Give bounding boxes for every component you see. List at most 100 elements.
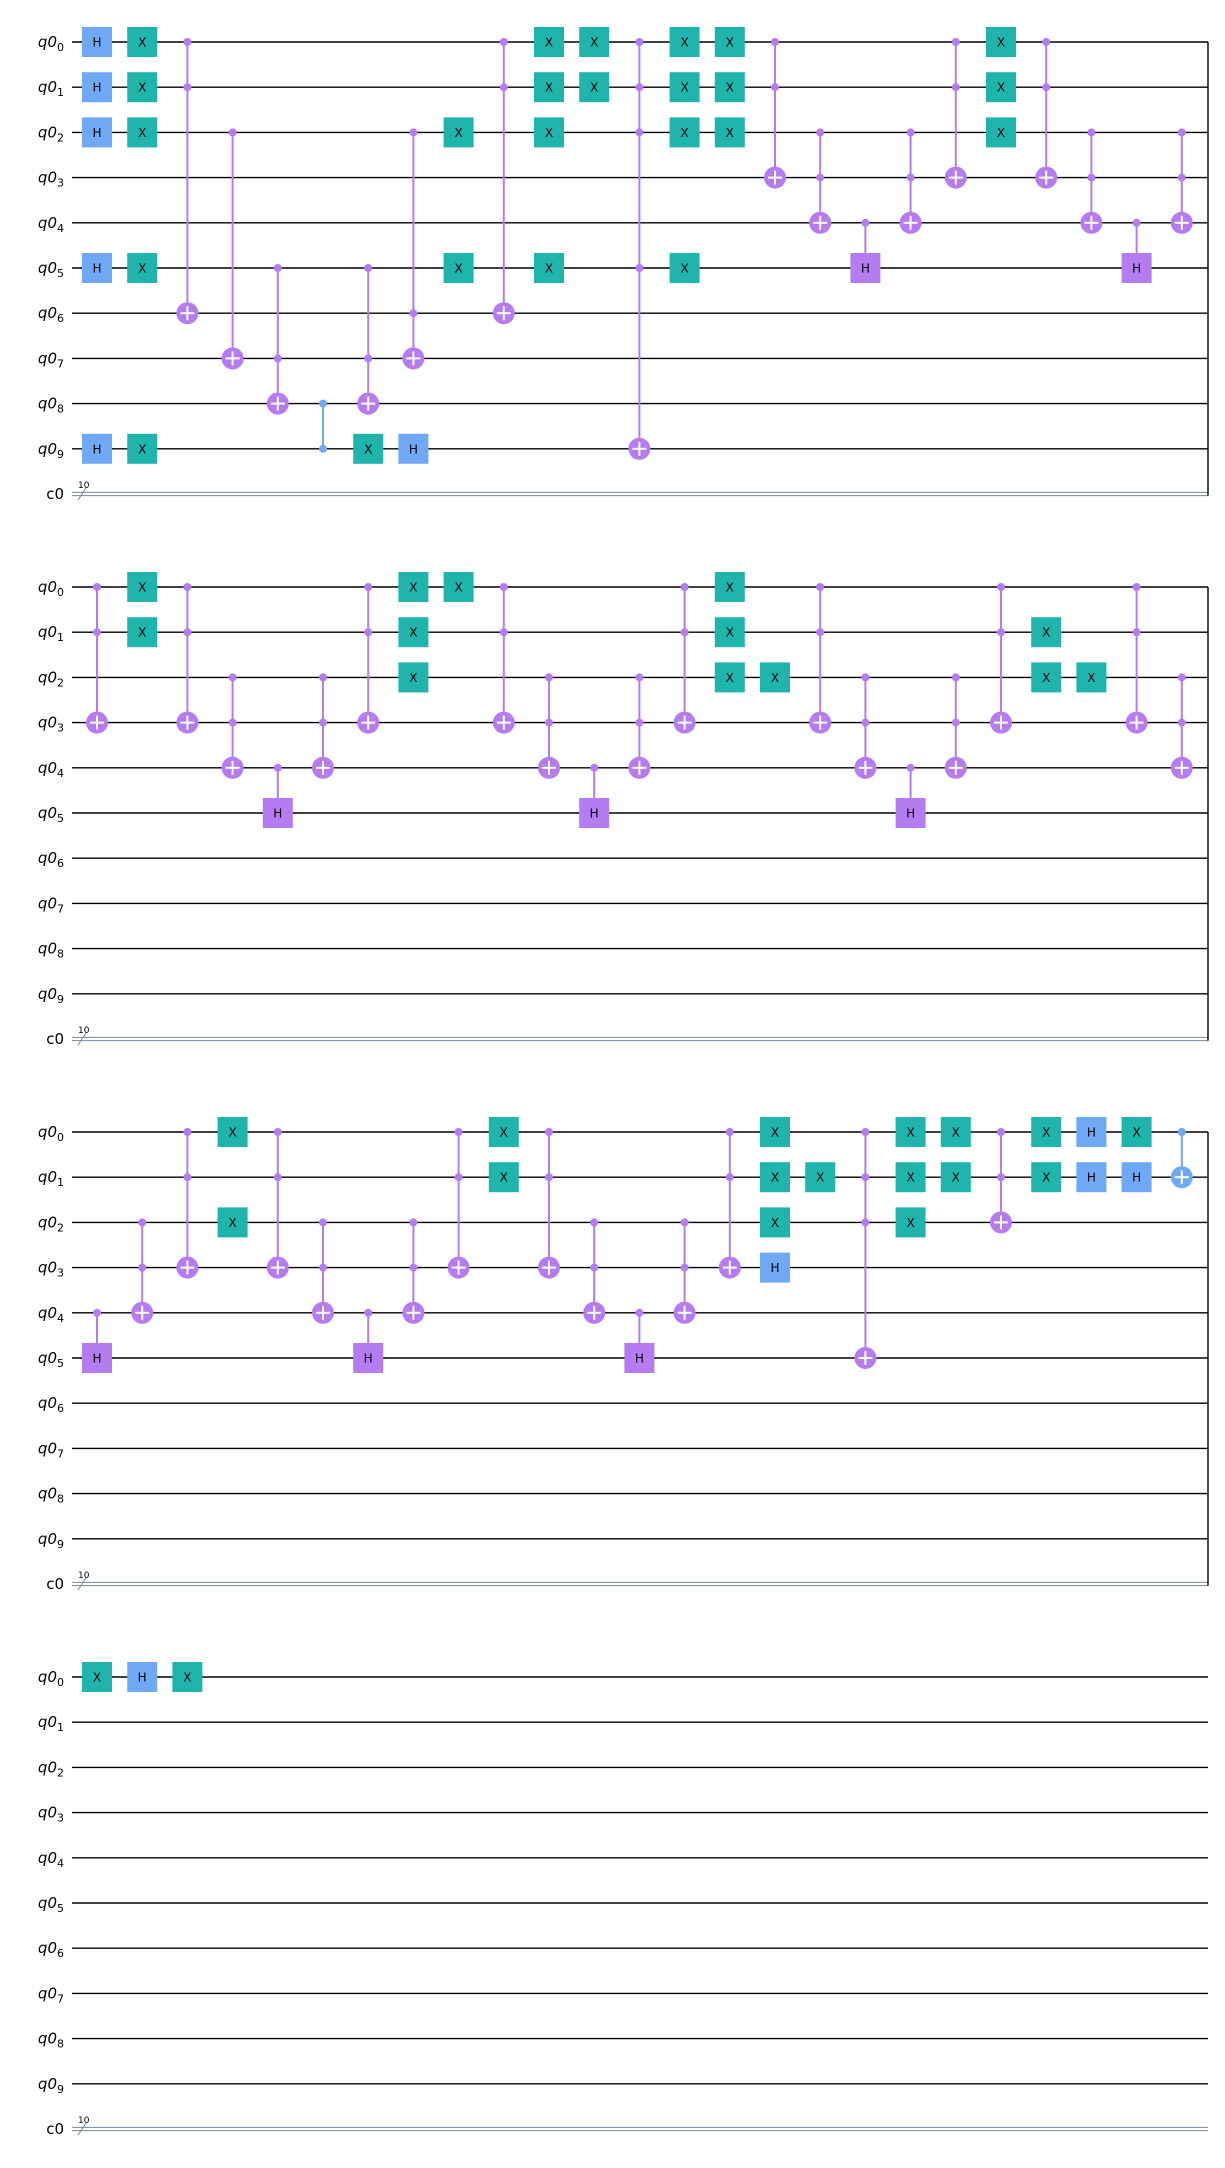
control-dot (1087, 128, 1096, 137)
qubit-label: q01 (38, 1713, 64, 1734)
control-dot (771, 83, 779, 92)
x-gate (1031, 662, 1062, 693)
x-gate (714, 72, 745, 103)
gate-label: X (364, 442, 372, 456)
gate-label: X (771, 1126, 779, 1140)
qubit-label: q00 (38, 578, 64, 599)
gate-label: X (997, 126, 1005, 140)
control-dot (93, 583, 101, 591)
gate-label: X (545, 36, 553, 50)
controlled-h-gate (895, 798, 926, 828)
gate-label: X (138, 36, 146, 50)
control-dot (499, 628, 508, 637)
control-dot (861, 218, 870, 227)
gate-label: X (545, 262, 553, 276)
control-dot (816, 628, 825, 637)
control-dot (138, 1263, 147, 1272)
x-gate (895, 1162, 926, 1193)
control-dot (590, 1263, 599, 1272)
classical-register-size: 10 (78, 2116, 90, 2126)
classical-register-label: c0 (46, 1575, 64, 1593)
gate-label: H (1132, 262, 1141, 276)
controlled-h-gate (624, 1343, 655, 1373)
gate-label: H (273, 807, 282, 821)
x-gate (127, 433, 158, 464)
x-gate (895, 1117, 926, 1147)
control-dot (635, 264, 644, 272)
x-gate (443, 572, 474, 602)
h-gate (760, 1252, 790, 1283)
qubit-label: q03 (38, 1804, 64, 1825)
gate-label: X (680, 36, 688, 50)
cz-dot (319, 399, 327, 408)
x-gate (714, 117, 745, 148)
cz-dot (319, 444, 327, 453)
x-gate (1121, 1117, 1152, 1147)
h-gate (398, 433, 429, 464)
control-dot (138, 1218, 147, 1227)
control-dot (680, 628, 689, 637)
control-dot (1177, 128, 1186, 137)
qubit-label: q05 (38, 1894, 64, 1915)
gate-label: H (364, 1352, 373, 1366)
x-gate (714, 617, 745, 648)
classical-register-label: c0 (46, 1030, 64, 1048)
gate-label: X (138, 81, 146, 95)
qubit-label: q06 (38, 1939, 64, 1960)
gate-label: X (1042, 671, 1050, 685)
controlled-h-gate (1121, 253, 1152, 283)
x-gate (669, 117, 700, 148)
gate-label: X (1087, 671, 1095, 685)
gate-label: X (771, 1171, 779, 1185)
qubit-label: q08 (38, 940, 64, 961)
x-gate (398, 572, 429, 602)
control-dot (228, 673, 237, 682)
qubit-label: q01 (38, 78, 64, 99)
controlled-h-gate (850, 253, 881, 283)
gate-label: X (1042, 1126, 1050, 1140)
qubit-label: q00 (38, 1668, 64, 1689)
x-gate (986, 27, 1016, 57)
qubit-label: q09 (38, 2075, 64, 2096)
control-dot (635, 1308, 644, 1317)
control-dot (680, 1263, 689, 1272)
gate-label: X (500, 1126, 508, 1140)
gate-label: H (92, 36, 101, 50)
qubit-label: q07 (38, 1984, 64, 2005)
qubit-label: q01 (38, 1168, 64, 1189)
control-dot (364, 264, 373, 272)
qubit-label: q04 (38, 759, 64, 780)
control-dot (409, 309, 418, 318)
qubit-label: q07 (38, 894, 64, 915)
control-dot (861, 1218, 870, 1227)
gate-label: X (952, 1171, 960, 1185)
x-gate (172, 1662, 203, 1692)
gate-label: X (726, 671, 734, 685)
control-dot (364, 354, 373, 363)
control-dot (273, 1128, 282, 1136)
gate-label: X (409, 581, 417, 595)
gate-label: X (545, 126, 553, 140)
gate-label: X (138, 626, 146, 640)
gate-label: X (726, 126, 734, 140)
x-gate (940, 1162, 971, 1193)
gate-label: X (93, 1671, 101, 1685)
x-gate (127, 27, 158, 57)
x-gate (443, 117, 474, 148)
control-dot (228, 718, 237, 727)
gate-label: X (952, 1126, 960, 1140)
qubit-label: q03 (38, 169, 64, 190)
h-gate (82, 253, 112, 283)
classical-register-size: 10 (78, 1026, 90, 1036)
qubit-label: q05 (38, 259, 64, 280)
qubit-label: q01 (38, 623, 64, 644)
control-dot (364, 628, 373, 637)
h-gate (82, 72, 112, 103)
x-gate (217, 1207, 248, 1238)
control-dot (545, 718, 553, 727)
x-gate (127, 253, 158, 283)
gate-label: X (997, 81, 1005, 95)
x-gate (714, 572, 745, 602)
control-dot (635, 673, 644, 682)
control-dot (997, 628, 1005, 637)
